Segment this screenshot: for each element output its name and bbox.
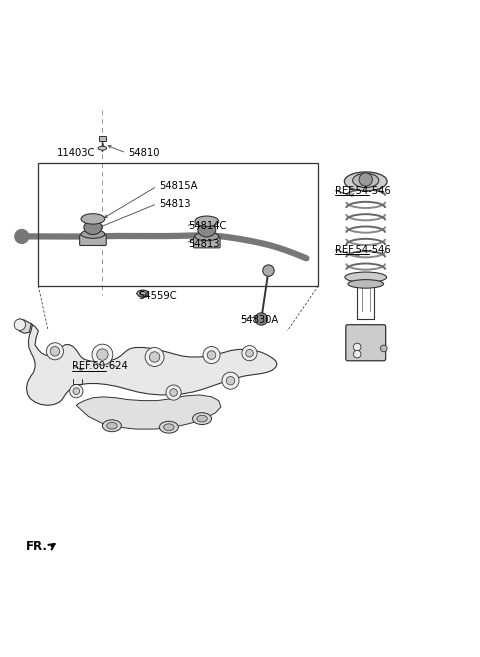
- Circle shape: [242, 346, 257, 361]
- Circle shape: [203, 346, 220, 363]
- Ellipse shape: [159, 421, 179, 433]
- Ellipse shape: [137, 290, 148, 297]
- FancyBboxPatch shape: [193, 237, 220, 248]
- Text: 54559C: 54559C: [138, 291, 177, 302]
- Circle shape: [381, 345, 387, 351]
- Ellipse shape: [195, 232, 219, 240]
- Circle shape: [47, 343, 63, 360]
- Circle shape: [353, 350, 361, 358]
- Circle shape: [92, 344, 113, 365]
- Ellipse shape: [84, 220, 102, 235]
- Ellipse shape: [81, 214, 105, 224]
- Circle shape: [14, 319, 25, 330]
- Circle shape: [149, 351, 160, 362]
- Circle shape: [70, 384, 83, 397]
- Circle shape: [145, 348, 164, 367]
- Circle shape: [226, 376, 235, 385]
- Text: 54810: 54810: [129, 148, 160, 158]
- Circle shape: [207, 351, 216, 359]
- Text: 54813: 54813: [188, 239, 219, 249]
- Text: FR.: FR.: [25, 540, 48, 553]
- Circle shape: [222, 372, 239, 389]
- Ellipse shape: [348, 280, 384, 288]
- Polygon shape: [16, 319, 31, 333]
- Ellipse shape: [107, 422, 117, 429]
- Ellipse shape: [81, 230, 105, 238]
- Text: 54813: 54813: [159, 199, 191, 209]
- Ellipse shape: [98, 147, 107, 150]
- Ellipse shape: [102, 420, 121, 432]
- Ellipse shape: [345, 272, 386, 283]
- Text: 54814C: 54814C: [188, 221, 226, 231]
- Circle shape: [255, 313, 267, 325]
- Ellipse shape: [195, 216, 219, 227]
- Text: REF.54-546: REF.54-546: [335, 186, 391, 196]
- Polygon shape: [26, 324, 277, 405]
- Circle shape: [353, 343, 361, 351]
- Text: REF.54-546: REF.54-546: [335, 245, 391, 255]
- Circle shape: [263, 265, 274, 277]
- Bar: [99, 137, 106, 141]
- Ellipse shape: [164, 424, 174, 430]
- Circle shape: [50, 346, 60, 356]
- Ellipse shape: [192, 413, 212, 424]
- Text: REF.60-624: REF.60-624: [72, 361, 127, 371]
- Circle shape: [166, 385, 181, 400]
- FancyBboxPatch shape: [80, 235, 106, 246]
- Circle shape: [73, 388, 80, 394]
- Ellipse shape: [197, 415, 207, 422]
- Ellipse shape: [344, 172, 387, 191]
- Circle shape: [359, 173, 372, 186]
- Bar: [38, 164, 318, 286]
- Text: 54815A: 54815A: [159, 181, 198, 191]
- Ellipse shape: [353, 173, 379, 188]
- Circle shape: [246, 350, 253, 357]
- FancyBboxPatch shape: [346, 325, 385, 361]
- Ellipse shape: [198, 223, 216, 237]
- Text: 11403C: 11403C: [57, 148, 96, 158]
- Ellipse shape: [139, 292, 146, 295]
- Circle shape: [96, 349, 108, 360]
- Polygon shape: [76, 395, 221, 429]
- Circle shape: [170, 389, 178, 396]
- Circle shape: [14, 229, 29, 244]
- Text: 54830A: 54830A: [240, 315, 278, 325]
